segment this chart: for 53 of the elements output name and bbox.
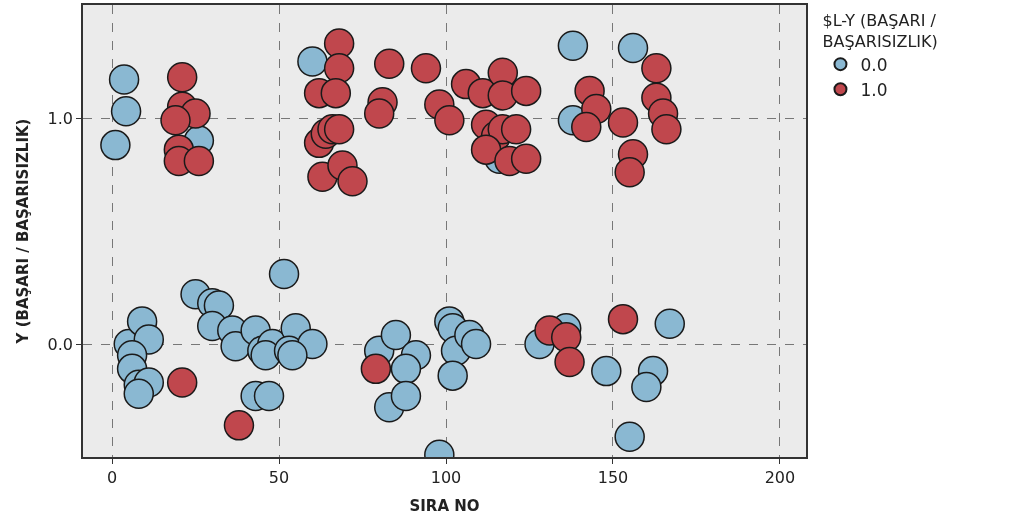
- point: [390, 380, 422, 412]
- point: [110, 95, 142, 127]
- point: [183, 145, 215, 177]
- point: [591, 355, 622, 387]
- point: [323, 53, 355, 84]
- point: [614, 156, 645, 188]
- point: [607, 107, 639, 138]
- point: [410, 53, 442, 84]
- point: [337, 166, 368, 197]
- point: [323, 114, 355, 145]
- point: [510, 143, 542, 174]
- point: [614, 421, 645, 452]
- point: [360, 353, 392, 385]
- x-tick-label: 200: [764, 467, 796, 487]
- point: [380, 319, 412, 351]
- x-tick-label: 0: [106, 467, 118, 487]
- point: [631, 371, 662, 403]
- point: [100, 129, 131, 161]
- legend-title: $L-Y (BAŞARI / BAŞARISIZLIK): [822, 10, 938, 51]
- x-axis-title: SIRA NO: [409, 497, 480, 516]
- point: [166, 367, 198, 398]
- point: [160, 105, 191, 136]
- point: [460, 328, 492, 360]
- point: [651, 114, 682, 145]
- point: [510, 75, 542, 107]
- point: [108, 64, 140, 95]
- point: [323, 28, 355, 59]
- point: [363, 98, 395, 129]
- point: [434, 105, 465, 136]
- point: [550, 321, 582, 353]
- point: [373, 48, 405, 79]
- point: [607, 303, 639, 335]
- point: [253, 380, 285, 412]
- point: [437, 360, 468, 391]
- point: [166, 62, 198, 93]
- y-axis-title: Y (BAŞARI / BAŞARISIZLIK): [14, 118, 33, 345]
- point: [654, 308, 685, 339]
- point: [390, 353, 422, 385]
- x-tick-label: 150: [597, 467, 629, 487]
- x-tick-label: 100: [430, 467, 462, 487]
- point: [123, 378, 155, 409]
- legend-label: 0.0: [860, 54, 888, 75]
- point: [557, 30, 589, 61]
- point: [617, 32, 649, 64]
- x-tick-label: 50: [268, 467, 290, 487]
- point: [297, 46, 328, 77]
- point: [268, 258, 300, 290]
- point: [320, 77, 352, 109]
- point: [571, 111, 602, 143]
- point: [223, 410, 255, 441]
- legend-label: 1.0: [860, 79, 888, 100]
- point: [554, 346, 585, 378]
- point: [641, 53, 672, 84]
